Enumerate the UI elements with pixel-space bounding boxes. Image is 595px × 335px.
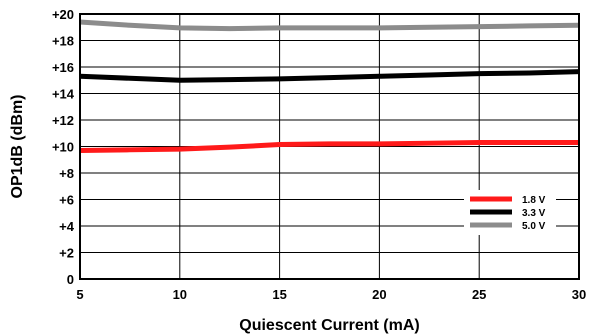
y-tick-label: +4 (59, 219, 75, 234)
y-tick-label: +20 (52, 7, 74, 22)
series-line (79, 140, 579, 153)
legend-label: 5.0 V (522, 221, 546, 232)
x-tick-label: 10 (173, 287, 187, 302)
y-tick-label: +12 (52, 113, 74, 128)
series-line (79, 69, 580, 83)
series-line (79, 19, 580, 32)
grid (79, 13, 580, 280)
x-axis-title: Quiescent Current (mA) (239, 317, 419, 334)
y-tick-label: +10 (52, 140, 74, 155)
y-tick-label: +16 (52, 60, 74, 75)
y-tick-label: +18 (52, 34, 74, 49)
x-tick-label: 30 (572, 287, 586, 302)
x-tick-label: 15 (272, 287, 286, 302)
series-lines (79, 19, 580, 153)
y-tick-label: +8 (59, 166, 74, 181)
legend-label: 3.3 V (522, 208, 546, 219)
x-tick-label: 25 (472, 287, 486, 302)
y-axis-title: OP1dB (dBm) (9, 95, 26, 199)
x-tick-label: 5 (76, 287, 83, 302)
legend: 1.8 V 3.3 V 5.0 V (464, 190, 556, 235)
y-tick-label: +6 (59, 193, 74, 208)
plot-frame (79, 13, 580, 280)
y-tick-label: +2 (59, 246, 74, 261)
legend-label: 1.8 V (522, 195, 546, 206)
tick-labels: 5 10 15 20 25 30 0 +2 +4 +6 +8 +10 +12 +14 +16 +18 +20 (52, 7, 586, 302)
x-tick-label: 20 (372, 287, 386, 302)
y-tick-label: 0 (67, 272, 74, 287)
y-tick-label: +14 (52, 87, 75, 102)
